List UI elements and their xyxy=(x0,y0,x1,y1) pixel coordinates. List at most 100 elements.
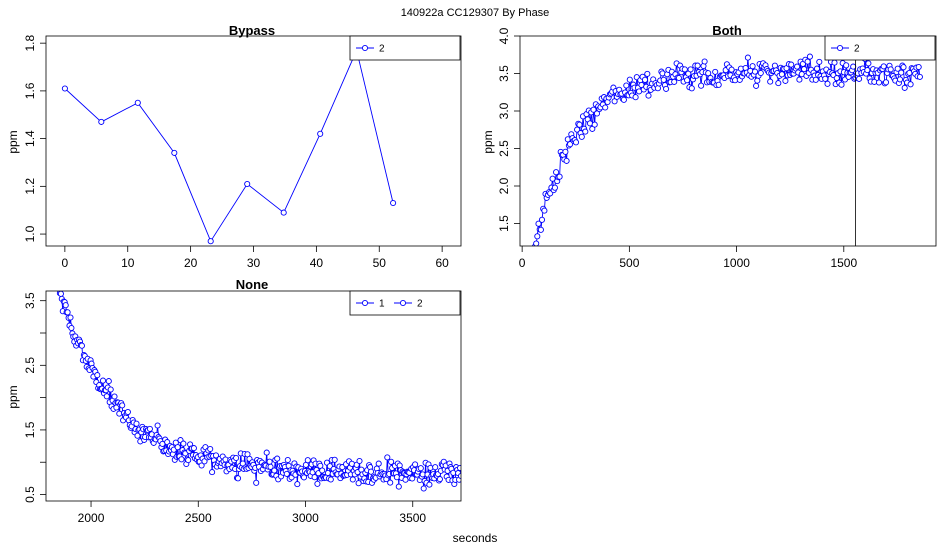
y-tick-label: 2.0 xyxy=(497,177,511,194)
data-point xyxy=(675,74,682,82)
data-point xyxy=(574,126,581,133)
data-point xyxy=(356,457,363,465)
data-point xyxy=(671,78,678,85)
y-tick-label: 4.0 xyxy=(497,27,511,44)
data-point xyxy=(591,121,598,128)
x-tick-label: 0 xyxy=(519,256,526,270)
data-point xyxy=(178,456,185,463)
data-point xyxy=(754,77,761,84)
data-point xyxy=(304,457,311,464)
data-point xyxy=(563,157,570,164)
data-point xyxy=(681,66,688,73)
data-point xyxy=(684,77,691,84)
y-tick-label: 2.5 xyxy=(23,357,37,374)
figure-xlabel: seconds xyxy=(453,531,498,545)
data-point xyxy=(824,80,831,87)
data-point xyxy=(701,58,708,65)
x-tick-label: 40 xyxy=(310,256,324,270)
data-point xyxy=(533,240,540,246)
data-point xyxy=(67,314,74,321)
x-tick-label: 50 xyxy=(373,256,387,270)
plot-frame xyxy=(519,35,937,247)
y-tick-label: 3.0 xyxy=(497,102,511,119)
data-point xyxy=(541,207,548,214)
panel-bypass: Bypass ppm 0 10 20 30 40 50 60 1.0 1.2 1.4 1.6 1.8 2 xyxy=(6,23,462,270)
data-point xyxy=(534,233,541,240)
data-point xyxy=(319,467,326,474)
data-point xyxy=(822,75,829,82)
x-tick-label: 20 xyxy=(184,256,198,270)
data-point xyxy=(432,464,439,471)
panel-title: None xyxy=(236,277,269,292)
panel-title: Both xyxy=(712,23,742,38)
data-point xyxy=(749,63,756,70)
data-point xyxy=(64,309,71,316)
data-point xyxy=(234,475,242,482)
data-point xyxy=(602,104,609,111)
data-point xyxy=(843,62,850,69)
data-point xyxy=(331,456,338,463)
data-point xyxy=(61,85,68,92)
x-tick-label: 30 xyxy=(247,256,261,270)
x-tick-label: 2500 xyxy=(185,511,212,525)
data-point xyxy=(348,460,355,467)
x-tick-label: 60 xyxy=(435,256,449,270)
plot-area xyxy=(56,291,461,492)
data-point xyxy=(280,209,287,216)
data-point xyxy=(915,63,922,71)
legend-marker xyxy=(361,299,369,307)
data-point xyxy=(775,80,782,87)
panel-ylabel: ppm xyxy=(6,130,20,153)
data-point xyxy=(812,76,819,83)
data-point xyxy=(864,67,871,74)
data-point xyxy=(535,220,542,227)
data-point xyxy=(778,71,785,78)
data-point xyxy=(198,462,205,469)
legend-label: 2 xyxy=(379,44,385,55)
data-point xyxy=(556,173,563,180)
data-point xyxy=(623,82,630,89)
y-tick-label: 1.5 xyxy=(497,215,511,232)
data-point xyxy=(209,469,216,476)
data-point xyxy=(712,68,719,75)
plot-frame xyxy=(45,35,462,247)
y-tick-label: 1.4 xyxy=(23,130,37,147)
data-point xyxy=(253,479,260,486)
legend-marker xyxy=(399,299,407,307)
data-point xyxy=(796,76,803,83)
legend-marker xyxy=(361,44,369,52)
data-point xyxy=(300,474,308,481)
data-point xyxy=(582,128,589,135)
data-point xyxy=(124,408,131,416)
data-point xyxy=(395,483,402,490)
data-point xyxy=(314,480,321,487)
x-tick-label: 10 xyxy=(121,256,135,270)
data-point xyxy=(880,63,887,70)
x-tick-label: 1500 xyxy=(830,256,857,270)
data-point xyxy=(538,216,546,223)
y-tick-label: 1.6 xyxy=(23,82,37,99)
data-point xyxy=(751,68,759,75)
data-point xyxy=(244,180,251,188)
data-point xyxy=(294,481,301,488)
data-point xyxy=(185,457,192,464)
data-point xyxy=(267,463,274,470)
data-point xyxy=(801,66,808,73)
data-point xyxy=(894,65,901,72)
data-point xyxy=(105,378,112,385)
data-point xyxy=(804,58,811,65)
data-point xyxy=(641,76,649,83)
data-point xyxy=(705,70,712,77)
legend-label: 2 xyxy=(854,44,860,55)
data-point xyxy=(180,440,187,447)
data-point xyxy=(57,291,64,297)
data-point xyxy=(537,226,544,233)
data-point xyxy=(744,54,751,61)
data-point xyxy=(107,386,114,393)
data-point xyxy=(68,324,75,332)
data-point xyxy=(553,169,560,176)
data-point xyxy=(174,444,181,451)
data-point xyxy=(896,76,904,83)
data-point xyxy=(593,110,601,117)
